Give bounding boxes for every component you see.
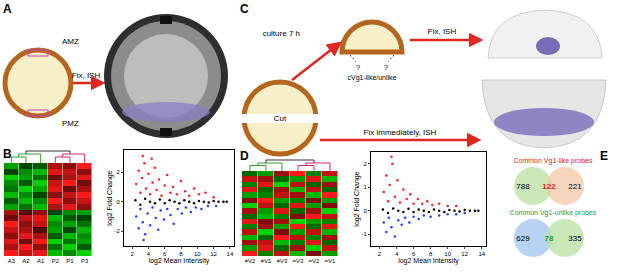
svg-text:E: E [600,149,608,163]
svg-text:A: A [3,2,12,16]
svg-text:P1: P1 [66,258,74,264]
svg-text:Common Vg1-unlike probes: Common Vg1-unlike probes [510,209,597,217]
svg-text:Cut: Cut [274,114,287,123]
svg-text:AMZ: AMZ [62,37,79,46]
svg-text:Fix immediately, ISH: Fix immediately, ISH [364,128,437,137]
svg-text:Fix, ISH: Fix, ISH [428,27,457,36]
svg-text:Common Vg1-like probes: Common Vg1-like probes [514,157,593,165]
svg-text:Fix, ISH: Fix, ISH [72,71,101,80]
svg-text:629: 629 [516,234,530,243]
svg-text:10: 10 [444,251,451,257]
svg-text:78: 78 [545,234,554,243]
svg-text:log2 Fold Change: log2 Fold Change [106,170,114,225]
svg-text:788: 788 [516,182,530,191]
svg-text:122: 122 [542,182,556,191]
svg-text:10: 10 [194,251,201,257]
svg-text:D: D [240,149,249,163]
svg-text:-1: -1 [361,231,367,237]
svg-text:=V3: =V3 [293,258,305,264]
svg-text:?: ? [384,63,389,72]
svg-text:2: 2 [116,169,120,175]
svg-text:8: 8 [429,251,433,257]
svg-text:log2 Fold Change: log2 Fold Change [353,171,361,226]
svg-text:≠V3: ≠V3 [277,258,288,264]
svg-text:6: 6 [163,251,167,257]
svg-text:14: 14 [478,251,485,257]
svg-text:B: B [3,147,12,161]
svg-text:12: 12 [461,251,468,257]
svg-text:A1: A1 [37,258,45,264]
svg-text:log2 Mean Intensity: log2 Mean Intensity [149,257,210,265]
svg-text:-2: -2 [114,228,120,234]
svg-text:0: 0 [363,208,367,214]
svg-text:A2: A2 [22,258,30,264]
svg-text:0: 0 [116,199,120,205]
svg-text:2: 2 [378,251,382,257]
svg-text:2: 2 [130,251,134,257]
svg-text:≠V2: ≠V2 [245,258,256,264]
svg-text:C: C [240,2,249,16]
svg-text:≠V1: ≠V1 [261,258,272,264]
svg-text:PMZ: PMZ [62,119,79,128]
svg-text:12: 12 [210,251,217,257]
svg-text:4: 4 [395,251,399,257]
svg-text:8: 8 [179,251,183,257]
svg-text:A3: A3 [8,258,16,264]
svg-text:221: 221 [568,182,582,191]
svg-text:cVg1-like/unlike: cVg1-like/unlike [347,74,396,82]
svg-text:2: 2 [363,161,367,167]
svg-text:=V2: =V2 [309,258,321,264]
svg-text:=V1: =V1 [325,258,337,264]
svg-text:14: 14 [227,251,234,257]
svg-text:P3: P3 [81,258,89,264]
svg-text:335: 335 [568,234,582,243]
svg-text:P2: P2 [52,258,60,264]
svg-text:1: 1 [363,184,367,190]
svg-text:4: 4 [147,251,151,257]
svg-text:?: ? [356,63,361,72]
svg-text:culture 7 h: culture 7 h [263,29,300,38]
svg-text:log2 Mean Intensity: log2 Mean Intensity [398,257,459,265]
svg-text:6: 6 [412,251,416,257]
